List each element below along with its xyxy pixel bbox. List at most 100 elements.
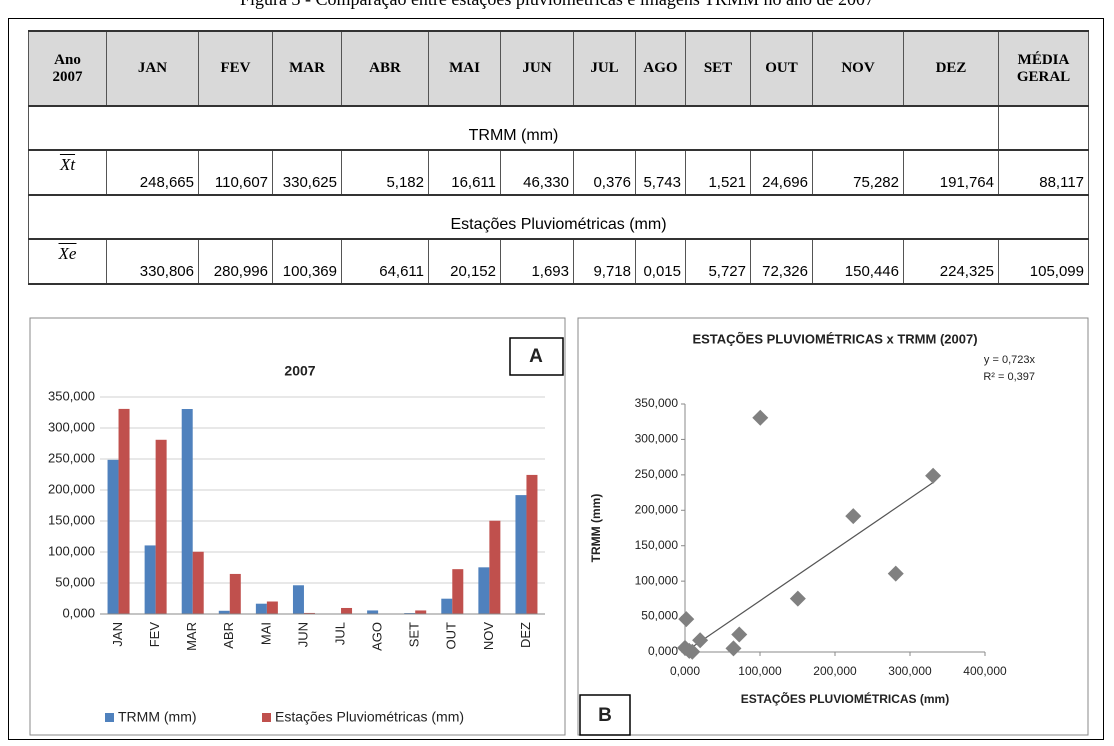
header-text: AGO [643, 60, 678, 76]
panel-label: B [598, 705, 612, 726]
x-tick-label: 300,000 [888, 664, 932, 678]
header-cell: NOV [812, 30, 904, 107]
legend-swatch [105, 713, 114, 722]
value-cell: 100,369 [272, 239, 342, 285]
bar [255, 603, 267, 614]
x-tick-label: 200,000 [813, 664, 857, 678]
value-cell: 75,282 [812, 150, 904, 196]
header-row: Ano 2007 JAN FEV MAR ABR MAI JUN JUL AGO SET OUT NO… [28, 30, 1089, 107]
header-cell: MAI [428, 30, 501, 107]
y-tick-label: 0,000 [648, 644, 678, 658]
value-cell: 224,325 [903, 239, 999, 285]
header-text: DEZ [935, 60, 967, 76]
header-cell: JUN [500, 30, 574, 107]
bar [192, 551, 204, 614]
section-title-row: Estações Pluviométricas (mm) [28, 195, 1089, 240]
header-cell: DEZ [903, 30, 999, 107]
header-cell: ABR [341, 30, 429, 107]
bar [292, 585, 304, 614]
value-cell: 20,152 [428, 239, 501, 285]
bar [515, 495, 527, 614]
value-cell: 105,099 [998, 239, 1089, 285]
x-tick-label: ABR [221, 622, 236, 649]
header-cell: MAR [272, 30, 342, 107]
y-tick-label: 200,000 [635, 502, 679, 516]
scatter-point [678, 611, 695, 628]
chart-title: 2007 [284, 363, 315, 379]
section-title: Estações Pluviométricas (mm) [28, 195, 1089, 240]
trendline [684, 482, 934, 653]
x-tick-label: OUT [444, 622, 459, 650]
value-cell: 88,117 [998, 150, 1089, 196]
x-tick-label: NOV [481, 622, 496, 651]
bar [218, 610, 230, 614]
bar [441, 598, 453, 614]
scatter-point [731, 626, 748, 643]
chart-a-frame [29, 317, 566, 736]
panel-label-box [509, 337, 564, 376]
y-tick-label: 300,000 [48, 419, 95, 434]
legend-label: Estações Pluviométricas (mm) [275, 709, 464, 725]
header-cell: JUL [573, 30, 636, 107]
y-tick-label: 200,000 [48, 481, 95, 496]
scatter-point [887, 565, 904, 582]
value-cell: 64,611 [341, 239, 429, 285]
y-tick-label: 350,000 [635, 396, 679, 410]
scatter-point [925, 467, 942, 484]
value-cell: 5,743 [635, 150, 686, 196]
header-text: JUL [590, 60, 619, 76]
panel-label-box [579, 694, 631, 736]
bar [266, 601, 278, 614]
header-cell: MÉDIA GERAL [998, 30, 1089, 107]
scatter-point [681, 642, 698, 659]
header-text: SET [703, 60, 733, 76]
section-title: TRMM (mm) [28, 106, 999, 151]
x-tick-label: 400,000 [963, 664, 1007, 678]
x-tick-label: JUN [295, 622, 310, 647]
y-tick-label: 50,000 [641, 609, 678, 623]
x-tick-label: 0,000 [670, 664, 700, 678]
bar [415, 610, 427, 614]
bar [341, 607, 353, 614]
value-cell: 72,326 [750, 239, 813, 285]
value-cell: 9,718 [573, 239, 636, 285]
y-axis-title: TRMM (mm) [589, 494, 603, 563]
value-cell: 150,446 [812, 239, 904, 285]
value-cell: 5,182 [341, 150, 429, 196]
header-cell: SET [685, 30, 751, 107]
r-squared: R² = 0,397 [983, 371, 1035, 383]
bar [107, 459, 119, 614]
legend-swatch [262, 713, 271, 722]
header-cell: FEV [198, 30, 273, 107]
legend-label: TRMM (mm) [118, 709, 197, 725]
header-text: Ano 2007 [52, 51, 83, 85]
y-tick-label: 350,000 [48, 388, 95, 403]
header-text: NOV [841, 60, 875, 76]
header-text: MAR [289, 60, 325, 76]
bar [229, 573, 241, 614]
header-text: OUT [765, 60, 798, 76]
header-text: FEV [220, 60, 251, 76]
value-row: Xe 330,806 280,996 100,369 64,611 20,152 1,693… [28, 239, 1089, 285]
bar [303, 612, 315, 614]
value-cell: 5,727 [685, 239, 751, 285]
figure-frame [8, 18, 1104, 740]
row-label: Xe [58, 244, 77, 263]
bar [118, 408, 130, 614]
y-tick-label: 0,000 [62, 605, 95, 620]
scatter-point [845, 508, 862, 525]
value-cell: 248,665 [106, 150, 199, 196]
bar [367, 610, 379, 614]
header-text: JAN [137, 60, 168, 76]
value-cell: 1,521 [685, 150, 751, 196]
header-text: MAI [449, 60, 480, 76]
chart-b-frame [577, 317, 1089, 736]
value-row: Xt 248,665 110,607 330,625 5,182 16,611 46,330… [28, 150, 1089, 196]
scatter-point [692, 632, 709, 649]
bar [452, 569, 464, 614]
chart-title: ESTAÇÕES PLUVIOMÉTRICAS x TRMM (2007) [692, 331, 977, 346]
y-tick-label: 100,000 [48, 543, 95, 558]
bar [489, 520, 501, 614]
